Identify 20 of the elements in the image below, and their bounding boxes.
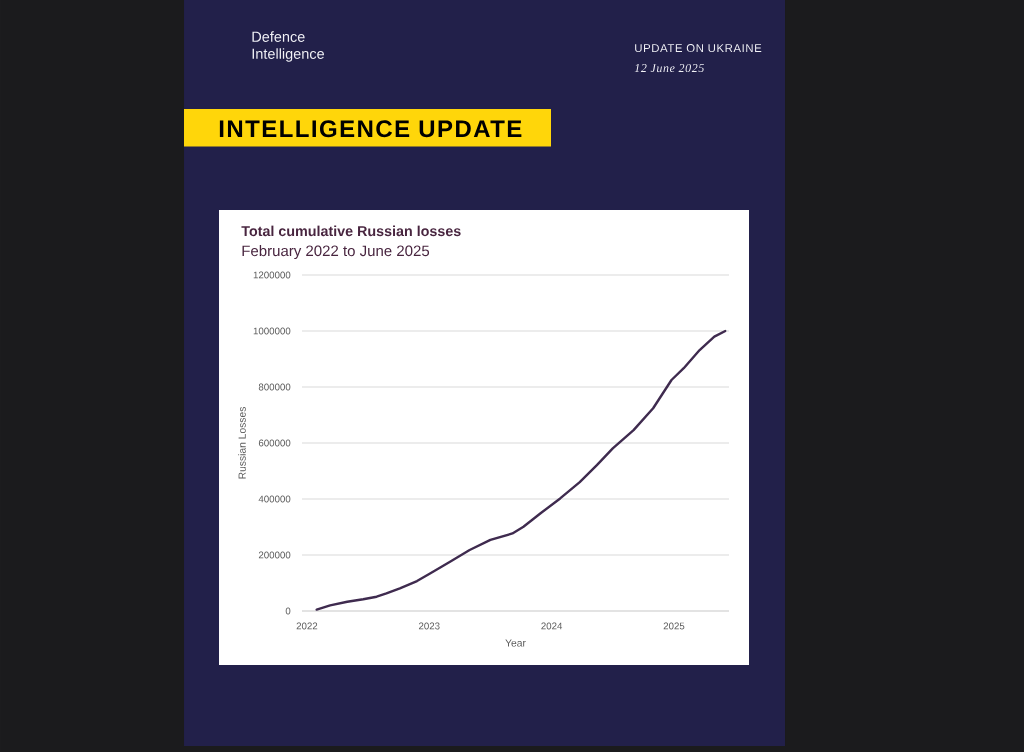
y-axis-title: Russian Losses [238, 407, 246, 479]
x-tick-label: 2025 [663, 622, 685, 630]
y-tick-label: 0 [285, 607, 291, 615]
x-tick-label: 2024 [541, 622, 563, 630]
text: INTELLIGENCE UPDATE [219, 120, 522, 138]
text: UPDATE ON UKRAINE [635, 44, 762, 53]
line-series [315, 329, 727, 611]
text: Defence Intelligence [252, 31, 325, 62]
text: 12 June 2025 [634, 64, 704, 73]
y-tick-label: 800000 [258, 383, 291, 391]
x-tick-label: 2022 [296, 622, 318, 630]
y-tick-label: 400000 [258, 495, 291, 503]
y-tick-label: 600000 [258, 439, 291, 447]
x-axis-title: Year [505, 639, 526, 647]
y-tick-label: 1000000 [253, 327, 291, 335]
x-tick-label: 2023 [418, 622, 440, 630]
y-tick-label: 1200000 [253, 271, 291, 279]
chart-title: Total cumulative Russian losses [241, 225, 461, 237]
chart-subtitle: February 2022 to June 2025 [242, 245, 430, 260]
y-tick-label: 200000 [258, 551, 291, 559]
